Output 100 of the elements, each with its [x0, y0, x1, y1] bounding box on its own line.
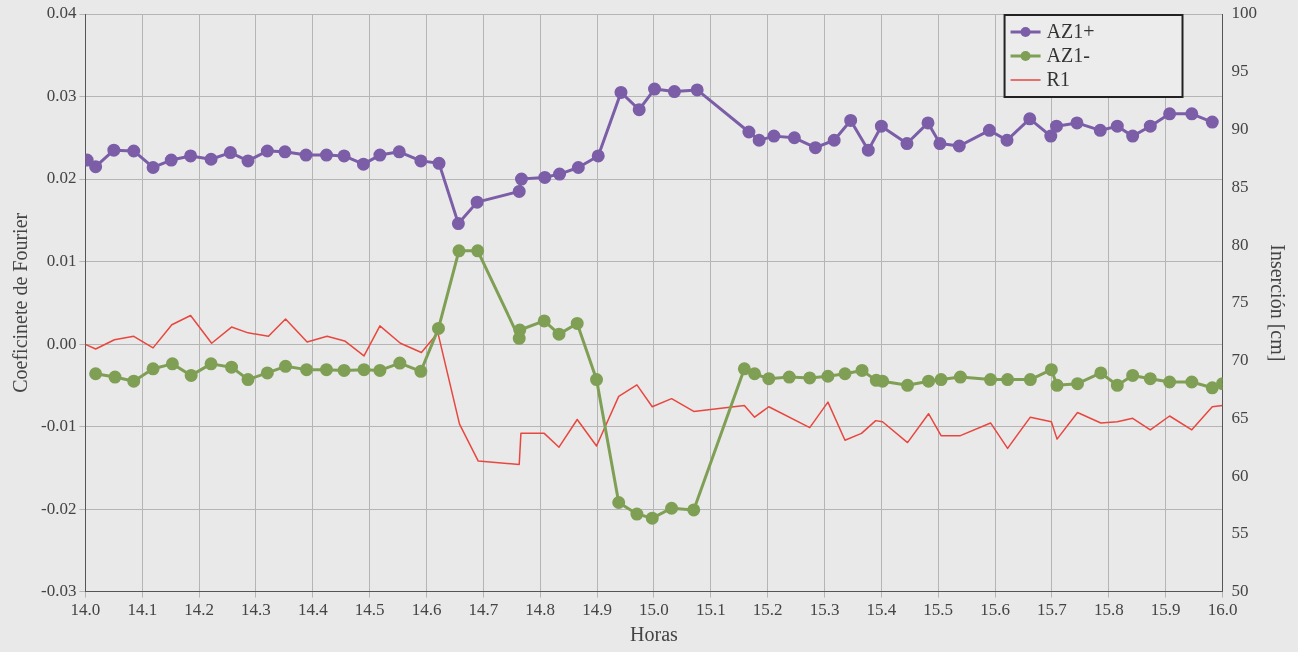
point — [737, 362, 751, 376]
point — [337, 149, 351, 163]
legend-label: AZ1- — [1046, 44, 1090, 67]
x-tick-label: 14.8 — [525, 600, 556, 620]
point — [590, 373, 604, 387]
point — [1000, 133, 1014, 147]
point — [687, 503, 701, 517]
x-tick-label: 15.9 — [1150, 600, 1181, 620]
point — [513, 323, 527, 337]
x-tick-label: 14.5 — [354, 600, 385, 620]
point — [645, 511, 659, 525]
y-axis-title: Coeficinete de Fourier — [9, 212, 32, 393]
point — [952, 139, 966, 153]
y2-tick-label: 100 — [1231, 3, 1257, 23]
x-tick-label: 14.7 — [468, 600, 499, 620]
point — [393, 356, 407, 370]
point — [984, 373, 998, 387]
x-tick-label: 14.2 — [184, 600, 214, 620]
x-tick-label: 14.3 — [241, 600, 271, 620]
x-tick-label: 14.1 — [127, 600, 158, 620]
x-tick-label: 14.0 — [70, 600, 101, 620]
point — [127, 144, 141, 158]
point — [1110, 378, 1124, 392]
point — [921, 116, 935, 130]
legend-label: AZ1+ — [1046, 20, 1095, 43]
point — [827, 133, 841, 147]
point — [570, 316, 584, 330]
point — [165, 357, 179, 371]
point — [874, 119, 888, 133]
point — [762, 372, 776, 386]
point — [356, 157, 370, 171]
point — [1071, 377, 1085, 391]
point — [392, 145, 406, 159]
point — [204, 152, 218, 166]
point — [127, 374, 141, 388]
y-tick-label: 0.00 — [46, 333, 77, 353]
point — [300, 363, 314, 377]
point — [1070, 116, 1084, 130]
point — [861, 143, 875, 157]
point — [337, 363, 351, 377]
y2-tick-label: 50 — [1231, 581, 1249, 601]
point — [1001, 373, 1015, 387]
point — [900, 137, 914, 151]
y-tick-label: -0.01 — [40, 416, 77, 436]
point — [1185, 107, 1199, 121]
point — [146, 160, 160, 174]
point — [748, 367, 762, 381]
point — [451, 217, 465, 231]
x-tick-label: 14.9 — [582, 600, 612, 620]
point — [471, 244, 485, 258]
point — [241, 373, 255, 387]
point — [319, 363, 333, 377]
point — [1143, 372, 1157, 386]
point — [552, 327, 566, 341]
point — [260, 366, 274, 380]
point — [414, 154, 428, 168]
x-tick-label: 15.8 — [1093, 600, 1124, 620]
y2-tick-label: 55 — [1231, 523, 1249, 543]
point — [667, 85, 681, 99]
point — [260, 144, 274, 158]
point — [1050, 378, 1064, 392]
point — [787, 131, 801, 145]
point — [89, 367, 103, 381]
point — [1143, 119, 1157, 133]
point — [982, 123, 996, 137]
x-tick-label: 15.2 — [752, 600, 783, 620]
point — [648, 82, 662, 96]
point — [470, 195, 484, 209]
point — [373, 148, 387, 162]
legend-label: R1 — [1046, 68, 1070, 91]
point — [204, 357, 218, 371]
point — [553, 167, 567, 181]
point — [1185, 375, 1199, 389]
x-tick-label: 16.0 — [1207, 600, 1238, 620]
point — [1094, 366, 1108, 380]
y2-tick-label: 80 — [1231, 234, 1249, 254]
point — [782, 370, 796, 384]
point — [1205, 115, 1219, 129]
point — [1049, 119, 1063, 133]
point — [514, 172, 528, 186]
point — [632, 103, 646, 117]
point — [432, 156, 446, 170]
point — [1023, 373, 1037, 387]
point — [1163, 107, 1177, 121]
y2-tick-label: 60 — [1231, 465, 1249, 485]
point — [1126, 368, 1140, 382]
point — [934, 373, 948, 387]
x-tick-label: 15.1 — [695, 600, 726, 620]
point — [953, 370, 967, 384]
y-tick-label: -0.02 — [40, 498, 77, 518]
point — [752, 133, 766, 147]
point — [690, 83, 704, 97]
point — [299, 148, 313, 162]
point — [223, 146, 237, 160]
point — [108, 370, 122, 384]
x-tick-label: 15.7 — [1037, 600, 1068, 620]
x-tick-label: 15.4 — [866, 600, 897, 620]
point — [808, 141, 822, 155]
x-axis-title: Horas — [630, 623, 679, 646]
point — [614, 85, 628, 99]
